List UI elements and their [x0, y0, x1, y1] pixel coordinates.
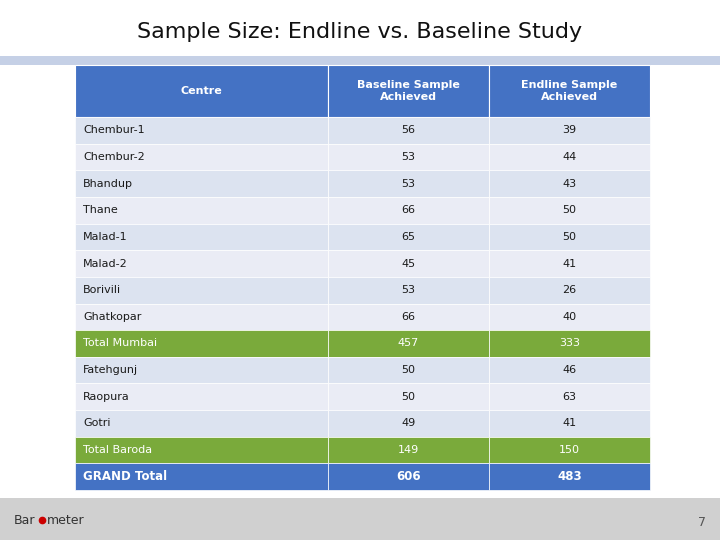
Text: Chembur-1: Chembur-1	[83, 125, 145, 136]
Text: 45: 45	[402, 259, 415, 268]
Text: 39: 39	[562, 125, 577, 136]
Text: Baseline Sample
Achieved: Baseline Sample Achieved	[357, 80, 460, 102]
Text: 50: 50	[562, 205, 577, 215]
Bar	[328, 170, 489, 197]
Text: Total Mumbai: Total Mumbai	[83, 339, 157, 348]
Text: Borivili: Borivili	[83, 285, 121, 295]
Text: Endline Sample
Achieved: Endline Sample Achieved	[521, 80, 618, 102]
Bar	[328, 437, 489, 463]
Bar	[75, 463, 328, 490]
Text: Bar: Bar	[14, 514, 35, 526]
Text: Fatehgunj: Fatehgunj	[83, 365, 138, 375]
Text: Chembur-2: Chembur-2	[83, 152, 145, 162]
Bar	[489, 463, 650, 490]
Text: 63: 63	[562, 392, 577, 402]
Text: 53: 53	[402, 179, 415, 188]
Text: Centre: Centre	[181, 86, 222, 96]
Bar	[489, 170, 650, 197]
Bar	[489, 303, 650, 330]
Text: 150: 150	[559, 445, 580, 455]
Text: 50: 50	[402, 365, 415, 375]
Text: Ghatkopar: Ghatkopar	[83, 312, 141, 322]
Bar	[489, 277, 650, 303]
Bar	[489, 330, 650, 357]
Text: 7: 7	[698, 516, 706, 529]
Bar	[75, 170, 328, 197]
Text: 66: 66	[402, 205, 415, 215]
Bar	[328, 197, 489, 224]
Text: 53: 53	[402, 152, 415, 162]
Bar	[0, 56, 720, 65]
Bar	[75, 357, 328, 383]
Text: Malad-2: Malad-2	[83, 259, 127, 268]
Bar	[75, 437, 328, 463]
Text: 149: 149	[398, 445, 419, 455]
Bar	[0, 498, 720, 540]
Bar	[489, 250, 650, 277]
Text: 606: 606	[396, 470, 420, 483]
Bar	[328, 357, 489, 383]
Bar	[489, 197, 650, 224]
Bar	[489, 437, 650, 463]
Text: Total Baroda: Total Baroda	[83, 445, 152, 455]
Text: 41: 41	[562, 418, 577, 428]
Bar	[75, 117, 328, 144]
Bar	[328, 224, 489, 250]
Text: 43: 43	[562, 179, 577, 188]
Text: 26: 26	[562, 285, 577, 295]
Text: 44: 44	[562, 152, 577, 162]
Bar	[75, 330, 328, 357]
Text: 50: 50	[402, 392, 415, 402]
Text: 65: 65	[402, 232, 415, 242]
Bar	[489, 224, 650, 250]
Text: 46: 46	[562, 365, 577, 375]
Bar	[489, 410, 650, 437]
Text: Raopura: Raopura	[83, 392, 130, 402]
Bar	[328, 65, 489, 117]
Bar	[328, 277, 489, 303]
Bar	[489, 65, 650, 117]
Bar	[328, 303, 489, 330]
Bar	[328, 144, 489, 170]
Text: 483: 483	[557, 470, 582, 483]
Bar	[75, 277, 328, 303]
Bar	[328, 383, 489, 410]
Text: 49: 49	[401, 418, 415, 428]
Text: 50: 50	[562, 232, 577, 242]
Bar	[328, 463, 489, 490]
Text: 41: 41	[562, 259, 577, 268]
Bar	[328, 410, 489, 437]
Bar	[75, 65, 328, 117]
Bar	[75, 410, 328, 437]
Text: Bhandup: Bhandup	[83, 179, 133, 188]
Bar	[75, 144, 328, 170]
Bar	[75, 303, 328, 330]
Bar	[75, 383, 328, 410]
Bar	[328, 330, 489, 357]
Bar	[489, 383, 650, 410]
Text: 40: 40	[562, 312, 577, 322]
Bar	[489, 117, 650, 144]
Text: meter: meter	[47, 514, 85, 526]
Bar	[489, 357, 650, 383]
Text: 56: 56	[402, 125, 415, 136]
Bar	[328, 117, 489, 144]
Text: 66: 66	[402, 312, 415, 322]
Text: Sample Size: Endline vs. Baseline Study: Sample Size: Endline vs. Baseline Study	[138, 22, 582, 42]
Bar	[75, 224, 328, 250]
Bar	[328, 250, 489, 277]
Text: Malad-1: Malad-1	[83, 232, 127, 242]
Bar	[75, 197, 328, 224]
Text: Gotri: Gotri	[83, 418, 110, 428]
Text: 333: 333	[559, 339, 580, 348]
Text: GRAND Total: GRAND Total	[83, 470, 167, 483]
Text: Thane: Thane	[83, 205, 118, 215]
Bar	[489, 144, 650, 170]
Text: 457: 457	[398, 339, 419, 348]
Text: 53: 53	[402, 285, 415, 295]
Bar	[75, 250, 328, 277]
